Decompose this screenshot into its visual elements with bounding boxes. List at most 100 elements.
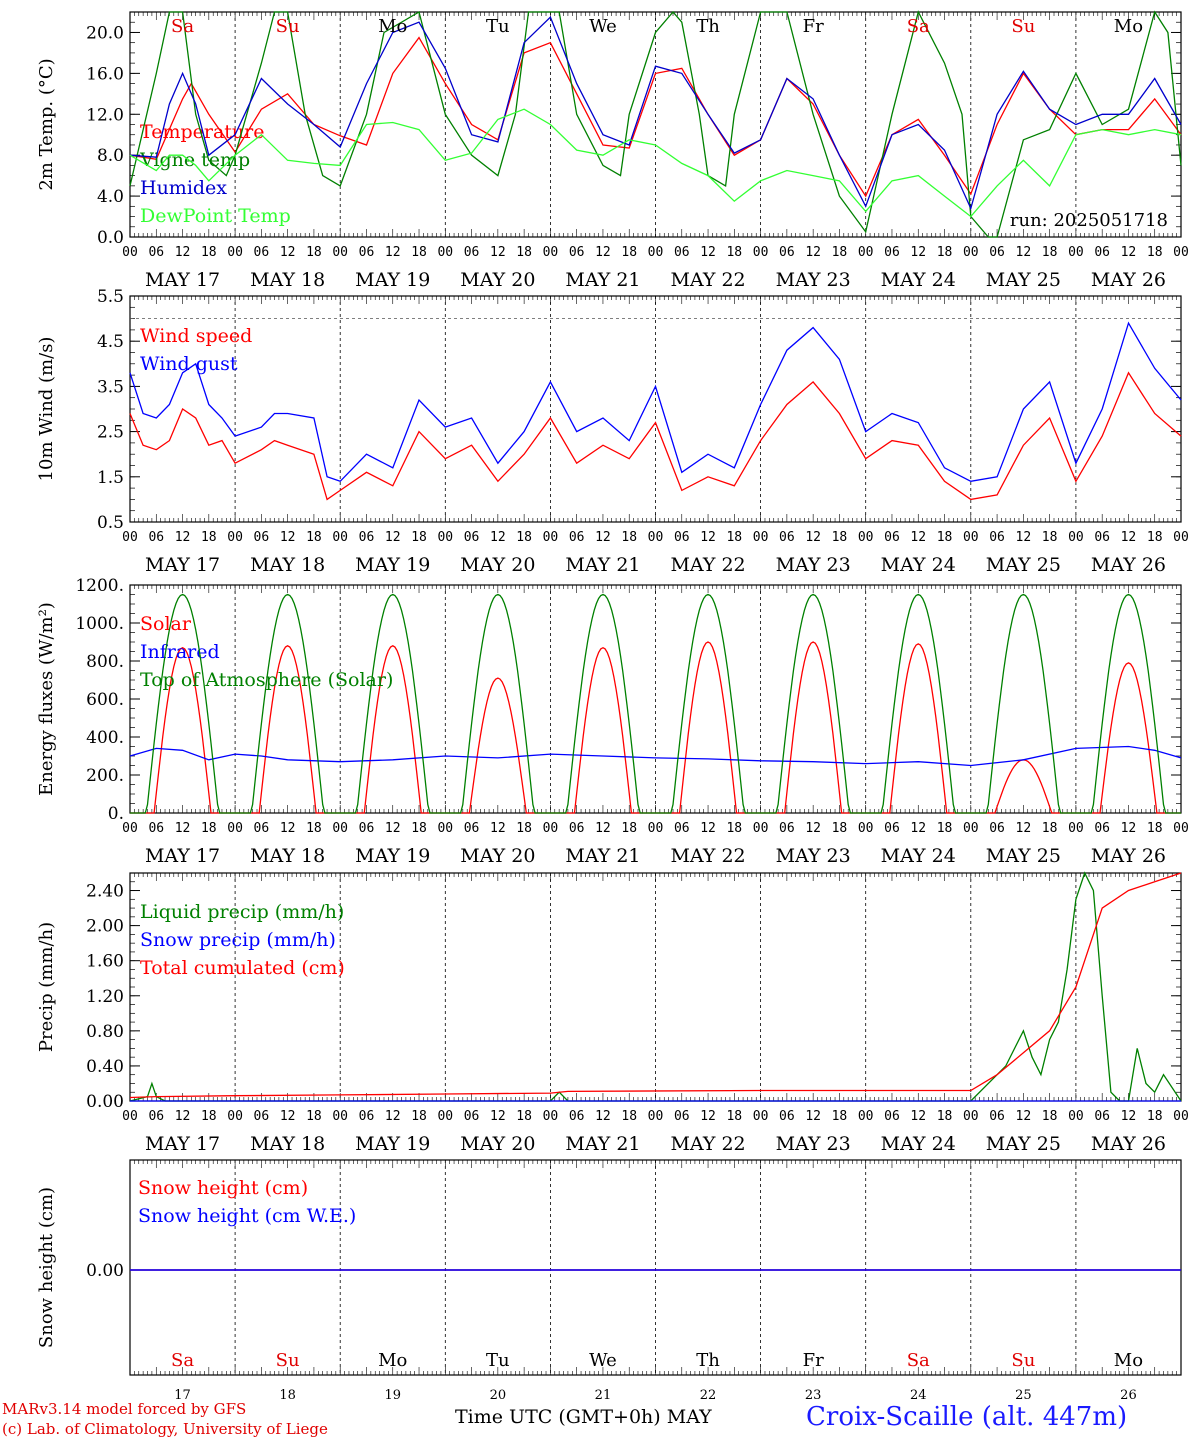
- x-hour-label: 06: [148, 245, 164, 260]
- x-hour-label: 00: [437, 821, 453, 836]
- bottom-day-name: Sa: [171, 1350, 194, 1371]
- x-day-label: MAY 20: [460, 845, 535, 867]
- y-tick-label: 1.20: [86, 987, 124, 1007]
- bottom-day-number: 18: [279, 1388, 296, 1403]
- x-hour-label: 00: [963, 245, 979, 260]
- x-hour-label: 18: [516, 1109, 532, 1124]
- panel-frame-0: [129, 11, 1182, 238]
- x-hour-label: 18: [1147, 245, 1163, 260]
- x-day-label: MAY 22: [670, 845, 745, 867]
- x-hour-label: 12: [280, 821, 296, 836]
- x-hour-label: 06: [884, 530, 900, 545]
- legend-entry: Vigne temp: [139, 149, 250, 171]
- x-hour-label: 18: [726, 1109, 742, 1124]
- series-line-1: [129, 10, 1182, 238]
- x-hour-label: 06: [148, 530, 164, 545]
- x-hour-label: 12: [805, 245, 821, 260]
- x-hour-label: 06: [254, 1109, 270, 1124]
- x-hour-label: 00: [753, 245, 769, 260]
- x-day-label: MAY 25: [986, 554, 1061, 576]
- bottom-day-number: 26: [1120, 1388, 1137, 1403]
- x-hour-label: 06: [779, 1109, 795, 1124]
- x-day-label: MAY 19: [355, 1133, 430, 1155]
- day-name-label: Mo: [1114, 16, 1143, 37]
- x-hour-label: 00: [543, 245, 559, 260]
- bottom-day-number: 19: [384, 1388, 401, 1403]
- y-tick-label: 600.: [86, 690, 124, 710]
- x-day-label: MAY 24: [881, 1133, 956, 1155]
- x-day-label: MAY 23: [776, 845, 851, 867]
- x-hour-label: 18: [306, 821, 322, 836]
- x-hour-label: 12: [1016, 821, 1032, 836]
- x-hour-label: 06: [674, 1109, 690, 1124]
- x-hour-label: 18: [1147, 530, 1163, 545]
- x-hour-label: 06: [464, 821, 480, 836]
- x-day-label: MAY 22: [670, 554, 745, 576]
- x-hour-label: 06: [359, 530, 375, 545]
- x-hour-label: 06: [1094, 245, 1110, 260]
- series-line-0: [130, 641, 1181, 814]
- y-tick-label: 1000.: [75, 614, 124, 634]
- x-hour-label: 12: [595, 821, 611, 836]
- day-name-label: Fr: [803, 16, 824, 37]
- day-name-label: Su: [276, 16, 300, 37]
- x-hour-label: 00: [227, 821, 243, 836]
- y-tick-label: 4.0: [97, 187, 124, 207]
- y-tick-label: 0.00: [86, 1261, 124, 1281]
- y-axis-label: 2m Temp. (°C): [36, 58, 57, 190]
- x-hour-label: 12: [175, 821, 191, 836]
- x-hour-label: 06: [674, 245, 690, 260]
- x-hour-label: 18: [306, 530, 322, 545]
- y-tick-label: 0.40: [86, 1057, 124, 1077]
- y-tick-label: 2.5: [97, 423, 124, 443]
- day-name-label: Sa: [171, 16, 194, 37]
- legend-entry: Humidex: [140, 177, 227, 199]
- x-day-label: MAY 26: [1091, 554, 1166, 576]
- x-hour-label: 06: [884, 1109, 900, 1124]
- y-tick-label: 3.5: [97, 377, 124, 397]
- legend-entry: Top of Atmosphere (Solar): [140, 669, 393, 691]
- x-hour-label: 00: [122, 245, 138, 260]
- x-day-label: MAY 19: [355, 269, 430, 291]
- x-hour-label: 00: [332, 530, 348, 545]
- x-hour-label: 12: [805, 1109, 821, 1124]
- x-hour-label: 06: [989, 245, 1005, 260]
- x-hour-label: 00: [858, 821, 874, 836]
- x-day-label: MAY 23: [776, 554, 851, 576]
- x-hour-label: 00: [227, 1109, 243, 1124]
- x-hour-label: 00: [122, 530, 138, 545]
- x-day-label: MAY 26: [1091, 1133, 1166, 1155]
- x-axis-title-text: Time UTC (GMT+0h): [455, 1406, 661, 1428]
- x-day-label: MAY 22: [670, 269, 745, 291]
- x-hour-label: 12: [1016, 530, 1032, 545]
- x-hour-label: 00: [648, 245, 664, 260]
- x-hour-label: 12: [1016, 245, 1032, 260]
- x-day-label: MAY 24: [881, 554, 956, 576]
- x-hour-label: 12: [1016, 1109, 1032, 1124]
- x-hour-label: 12: [385, 821, 401, 836]
- x-hour-label: 06: [359, 1109, 375, 1124]
- x-hour-label: 00: [1068, 245, 1084, 260]
- x-hour-label: 00: [648, 821, 664, 836]
- x-day-label: MAY 20: [460, 1133, 535, 1155]
- x-hour-label: 00: [543, 1109, 559, 1124]
- x-hour-label: 00: [858, 530, 874, 545]
- x-day-label: MAY 20: [460, 269, 535, 291]
- y-tick-label: 0.0: [97, 228, 124, 248]
- x-hour-label: 18: [621, 245, 637, 260]
- x-axis-title: Time UTC (GMT+0h) MAY: [455, 1406, 712, 1428]
- x-hour-label: 12: [700, 245, 716, 260]
- bottom-day-name: Su: [1011, 1350, 1035, 1371]
- x-hour-label: 06: [464, 245, 480, 260]
- x-hour-label: 00: [227, 530, 243, 545]
- x-hour-label: 06: [569, 821, 585, 836]
- station-name: Croix-Scaille (alt. 447m): [806, 1402, 1128, 1432]
- x-hour-label: 12: [910, 245, 926, 260]
- x-hour-label: 00: [122, 1109, 138, 1124]
- y-tick-label: 0.00: [86, 1092, 124, 1112]
- x-day-label: MAY 21: [565, 1133, 640, 1155]
- y-tick-label: 16.0: [86, 64, 124, 84]
- x-hour-label: 06: [148, 1109, 164, 1124]
- x-hour-label: 18: [937, 821, 953, 836]
- x-hour-label: 00: [122, 821, 138, 836]
